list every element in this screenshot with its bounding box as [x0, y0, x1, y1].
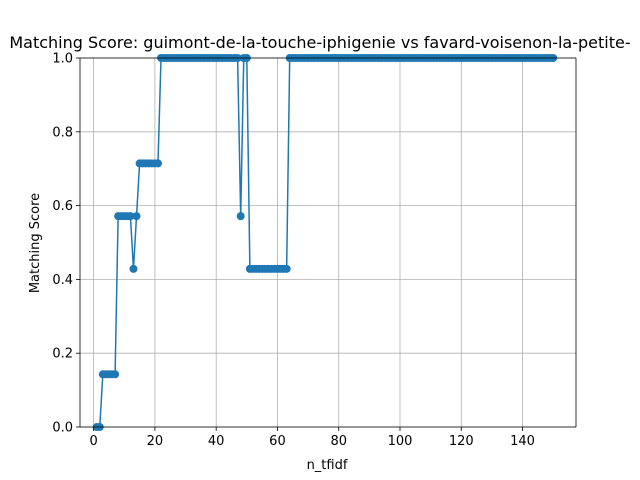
x-tick-label: 120 [449, 434, 474, 449]
y-tick-label: 1.0 [52, 52, 73, 67]
ticks: 0 20 40 60 80 100 120 140 0.0 0.2 0.4 0.6 0.8 1.0 [52, 52, 535, 450]
chart-title: Matching Score: guimont-de-la-touche-iph… [9, 33, 630, 52]
y-tick-label: 0.6 [52, 199, 73, 214]
data-point [111, 370, 120, 379]
y-tick-label: 0.2 [52, 347, 73, 362]
data-point [236, 212, 245, 221]
x-tick-label: 20 [147, 434, 164, 449]
y-tick-label: 0.4 [52, 273, 73, 288]
data-point [282, 264, 291, 273]
data-point [129, 264, 138, 273]
axes-frame [79, 57, 577, 428]
x-tick-label: 100 [388, 434, 413, 449]
y-axis-label: Matching Score [28, 193, 43, 293]
x-axis-label: n_tfidf [307, 458, 348, 473]
data-point [132, 212, 141, 221]
data-point [153, 159, 162, 168]
x-tick-label: 80 [330, 434, 347, 449]
x-tick-label: 40 [208, 434, 225, 449]
data-point [126, 212, 135, 221]
x-tick-label: 0 [89, 434, 97, 449]
x-tick-label: 60 [269, 434, 286, 449]
y-tick-label: 0.0 [52, 421, 73, 436]
x-tick-label: 140 [510, 434, 535, 449]
y-tick-label: 0.8 [52, 125, 73, 140]
